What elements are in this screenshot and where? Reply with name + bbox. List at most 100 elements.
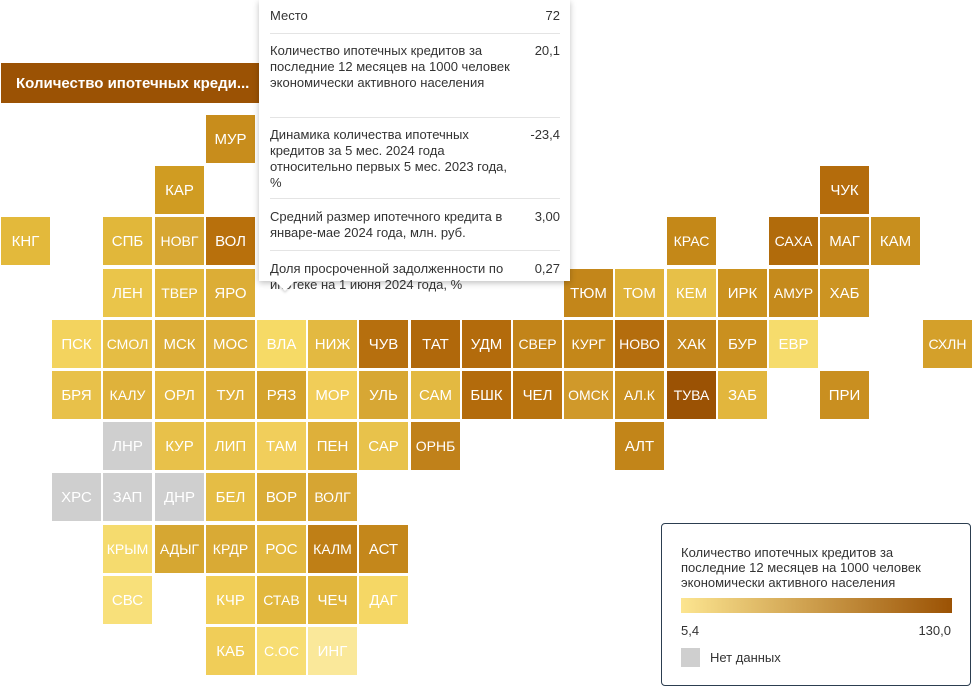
metric-selector-button[interactable]: Количество ипотечных креди... [1, 63, 259, 103]
region-tile-лип[interactable]: ЛИП [206, 422, 255, 470]
region-tile-пск[interactable]: ПСК [52, 320, 101, 368]
region-tile-мск[interactable]: МСК [155, 320, 204, 368]
region-tile-ряз[interactable]: РЯЗ [257, 371, 306, 419]
region-tile-свер[interactable]: СВЕР [513, 320, 562, 368]
region-tile-каб[interactable]: КАБ [206, 627, 255, 675]
region-tile-тул[interactable]: ТУЛ [206, 371, 255, 419]
region-tile-кар[interactable]: КАР [155, 166, 204, 214]
region-tile-адыг[interactable]: АДЫГ [155, 525, 204, 573]
region-tile-кнг[interactable]: КНГ [1, 217, 50, 265]
region-tile-вол[interactable]: ВОЛ [206, 217, 255, 265]
region-tile-волг[interactable]: ВОЛГ [308, 473, 357, 521]
region-tile-крас[interactable]: КРАС [667, 217, 716, 265]
region-tile-орнб[interactable]: ОРНБ [411, 422, 460, 470]
region-tile-калм[interactable]: КАЛМ [308, 525, 357, 573]
color-legend: Количество ипотечных кредитов за последн… [661, 523, 971, 686]
tooltip-label: Динамика количества ипотечных кредитов з… [270, 127, 508, 190]
region-tile-новг[interactable]: НОВГ [155, 217, 204, 265]
region-tile-тюм[interactable]: ТЮМ [564, 269, 613, 317]
region-tile-уль[interactable]: УЛЬ [359, 371, 408, 419]
region-tile-бур[interactable]: БУР [718, 320, 767, 368]
region-tile-сар[interactable]: САР [359, 422, 408, 470]
region-tile-чув[interactable]: ЧУВ [359, 320, 408, 368]
region-tile-ал.к[interactable]: АЛ.К [615, 371, 664, 419]
region-tile-пен[interactable]: ПЕН [308, 422, 357, 470]
legend-nodata-label: Нет данных [710, 650, 781, 665]
tooltip-value: 3,00 [534, 209, 560, 224]
region-tile-том[interactable]: ТОМ [615, 269, 664, 317]
region-tile-омск[interactable]: ОМСК [564, 371, 613, 419]
region-tile-мос[interactable]: МОС [206, 320, 255, 368]
region-tile-хаб[interactable]: ХАБ [820, 269, 869, 317]
region-tile-бря[interactable]: БРЯ [52, 371, 101, 419]
region-tile-кург[interactable]: КУРГ [564, 320, 613, 368]
region-tile-мур[interactable]: МУР [206, 115, 255, 163]
region-tile-с.ос[interactable]: С.ОС [257, 627, 306, 675]
region-tile-став[interactable]: СТАВ [257, 576, 306, 624]
region-tile-спб[interactable]: СПБ [103, 217, 152, 265]
tooltip-label: Место [270, 8, 308, 23]
tooltip-row-avg-size: Средний размер ипотечного кредита в янва… [270, 209, 560, 251]
region-tile-чел[interactable]: ЧЕЛ [513, 371, 562, 419]
region-tile-даг[interactable]: ДАГ [359, 576, 408, 624]
region-tile-ново[interactable]: НОВО [615, 320, 664, 368]
region-tile-маг[interactable]: МАГ [820, 217, 869, 265]
region-tile-алт[interactable]: АЛТ [615, 422, 664, 470]
region-tile-там[interactable]: ТАМ [257, 422, 306, 470]
region-tile-хрс[interactable]: ХРС [52, 473, 101, 521]
region-tile-хак[interactable]: ХАК [667, 320, 716, 368]
region-tile-чук[interactable]: ЧУК [820, 166, 869, 214]
tooltip-value: 0,27 [534, 261, 560, 276]
region-tile-тува[interactable]: ТУВА [667, 371, 716, 419]
region-tile-мор[interactable]: МОР [308, 371, 357, 419]
region-tile-рос[interactable]: РОС [257, 525, 306, 573]
region-tile-вла[interactable]: ВЛА [257, 320, 306, 368]
legend-nodata-swatch [681, 648, 700, 667]
region-tile-бел[interactable]: БЕЛ [206, 473, 255, 521]
region-tile-орл[interactable]: ОРЛ [155, 371, 204, 419]
legend-min-label: 5,4 [681, 623, 700, 638]
tooltip-label: Количество ипотечных кредитов за последн… [270, 43, 510, 90]
region-tile-ниж[interactable]: НИЖ [308, 320, 357, 368]
legend-max-label: 130,0 [918, 623, 951, 638]
region-tile-смол[interactable]: СМОЛ [103, 320, 152, 368]
region-tile-тат[interactable]: ТАТ [411, 320, 460, 368]
region-tile-крым[interactable]: КРЫМ [103, 525, 152, 573]
tooltip-row-overdue: Доля просроченной задолженности по ипоте… [270, 261, 560, 292]
tooltip-row-dynamics: Динамика количества ипотечных кредитов з… [270, 127, 560, 199]
region-tile-заб[interactable]: ЗАБ [718, 371, 767, 419]
region-tile-инг[interactable]: ИНГ [308, 627, 357, 675]
region-tooltip: Место 72 Количество ипотечных кредитов з… [259, 0, 570, 292]
region-tile-кем[interactable]: КЕМ [667, 269, 716, 317]
region-tile-при[interactable]: ПРИ [820, 371, 869, 419]
tooltip-value: 20,1 [534, 43, 560, 58]
region-tile-аст[interactable]: АСТ [359, 525, 408, 573]
tooltip-value: 72 [545, 8, 560, 23]
region-tile-твер[interactable]: ТВЕР [155, 269, 204, 317]
region-tile-зап[interactable]: ЗАП [103, 473, 152, 521]
region-tile-свс[interactable]: СВС [103, 576, 152, 624]
region-tile-калу[interactable]: КАЛУ [103, 371, 152, 419]
tooltip-row-rank: Место 72 [270, 8, 560, 34]
region-tile-ирк[interactable]: ИРК [718, 269, 767, 317]
region-tile-днр[interactable]: ДНР [155, 473, 204, 521]
region-tile-схлн[interactable]: СХЛН [923, 320, 972, 368]
region-tile-яро[interactable]: ЯРО [206, 269, 255, 317]
region-tile-лнр[interactable]: ЛНР [103, 422, 152, 470]
region-tile-лен[interactable]: ЛЕН [103, 269, 152, 317]
region-tile-удм[interactable]: УДМ [462, 320, 511, 368]
region-tile-амур[interactable]: АМУР [769, 269, 818, 317]
region-tile-вор[interactable]: ВОР [257, 473, 306, 521]
region-tile-кам[interactable]: КАМ [871, 217, 920, 265]
region-tile-евр[interactable]: ЕВР [769, 320, 818, 368]
region-tile-крдр[interactable]: КРДР [206, 525, 255, 573]
region-tile-бшк[interactable]: БШК [462, 371, 511, 419]
region-tile-чеч[interactable]: ЧЕЧ [308, 576, 357, 624]
region-tile-кур[interactable]: КУР [155, 422, 204, 470]
tooltip-value: -23,4 [530, 127, 560, 142]
region-tile-саха[interactable]: САХА [769, 217, 818, 265]
legend-gradient-bar [681, 598, 952, 613]
region-tile-сам[interactable]: САМ [411, 371, 460, 419]
region-tile-кчр[interactable]: КЧР [206, 576, 255, 624]
